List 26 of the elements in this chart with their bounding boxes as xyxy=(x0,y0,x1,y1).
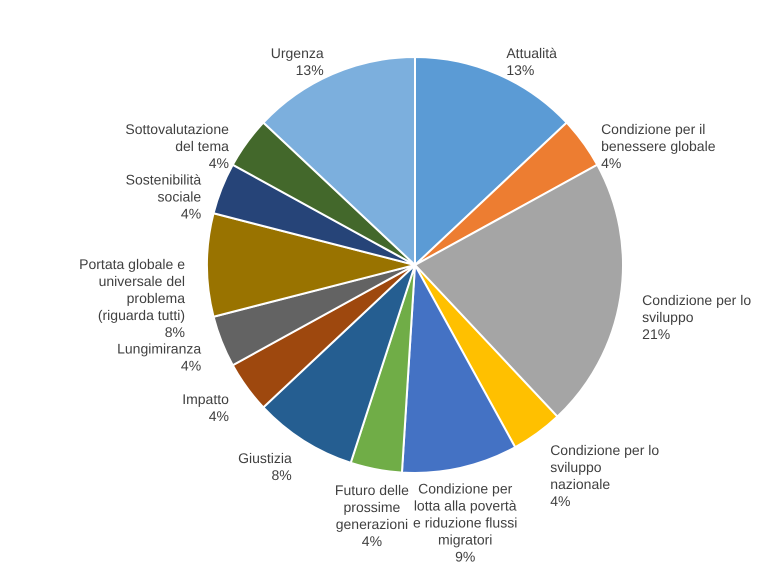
data-label: 9% xyxy=(455,548,476,564)
data-label: 8% xyxy=(164,324,185,340)
slice-label: Condizione per il benessere globale xyxy=(601,120,716,154)
data-label: 4% xyxy=(208,408,229,424)
data-label: 4% xyxy=(362,532,382,549)
data-label: 4% xyxy=(180,358,202,374)
data-label: 4% xyxy=(550,493,570,510)
slice-label: Condizione per lotta alla povertà e riduzione flussi migratori xyxy=(413,480,518,548)
slice-label: Futuro delle prossime generazioni xyxy=(334,482,410,532)
data-label: 4% xyxy=(208,154,229,171)
data-label: 13% xyxy=(296,62,324,78)
slice-label: Condizione per lo sviluppo xyxy=(642,292,752,325)
data-label: 21% xyxy=(642,326,670,342)
slice-label: Sostenibilità sociale xyxy=(126,171,202,204)
slice-label: Lungimiranza xyxy=(117,340,202,357)
slice-label: Urgenza xyxy=(270,44,324,61)
data-label: 8% xyxy=(272,467,292,484)
slice-label: Giustizia xyxy=(238,450,292,466)
slice-label: Attualità xyxy=(506,44,558,61)
data-label: 4% xyxy=(601,154,622,171)
slice-label: Impatto xyxy=(182,391,230,408)
data-label: 13% xyxy=(506,62,534,78)
slice-label: Condizione per lo sviluppo nazionale xyxy=(550,442,660,492)
data-label: 4% xyxy=(180,205,202,222)
slice-label: Sottovalutazione del tema xyxy=(125,120,230,154)
slice-label: Portata globale e universale del problema (riguarda tutti) xyxy=(79,256,186,323)
